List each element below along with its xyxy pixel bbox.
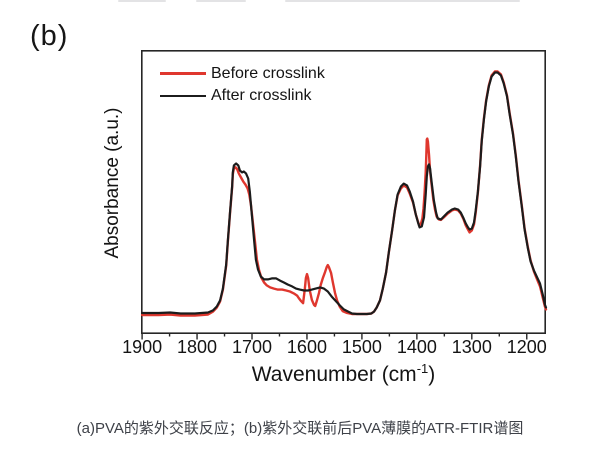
before-crosslink-line-swatch	[160, 72, 206, 75]
legend-item-after-crosslink: After crosslink	[160, 85, 325, 106]
y-axis-label: Absorbance (a.u.)	[102, 107, 123, 259]
x-tick-labels: 1900 1800 1700 1600 1500 1400 1300 1200	[0, 337, 600, 357]
top-edge-artifact	[196, 0, 246, 2]
x-tick-label: 1400	[396, 337, 437, 357]
x-tick-label: 1800	[177, 337, 218, 357]
spectrum-plot	[140, 50, 548, 340]
top-edge-artifact	[285, 0, 520, 2]
figure-caption: (a)PVA的紫外交联反应；(b)紫外交联前后PVA薄膜的ATR-FTIR谱图	[76, 420, 524, 437]
legend-label: Before crosslink	[211, 64, 325, 82]
series-line-after-crosslink	[141, 71, 548, 316]
x-axis-label-superscript: -1	[416, 361, 429, 376]
x-axis-label: Wavenumber (cm-1)	[141, 361, 546, 387]
x-tick-label: 1900	[122, 337, 163, 357]
panel-label: (b)	[30, 20, 69, 52]
x-tick-label: 1700	[231, 337, 273, 357]
x-tick-label: 1300	[451, 337, 492, 357]
after-crosslink-line-swatch	[160, 94, 206, 97]
x-tick-label: 1600	[286, 337, 327, 357]
x-axis-label-text: )	[428, 363, 436, 386]
legend-item-before-crosslink: Before crosslink	[160, 63, 325, 84]
legend: Before crosslink After crosslink	[160, 63, 325, 106]
x-tick-label: 1500	[341, 337, 382, 357]
spectrum-curves	[140, 70, 548, 317]
legend-label: After crosslink	[211, 86, 312, 104]
top-edge-artifact	[118, 0, 166, 2]
x-axis-label-text: Wavenumber (cm	[251, 363, 417, 386]
plot-border	[141, 50, 546, 334]
x-tick-label: 1200	[506, 337, 547, 357]
x-axis-ticks	[141, 333, 528, 340]
